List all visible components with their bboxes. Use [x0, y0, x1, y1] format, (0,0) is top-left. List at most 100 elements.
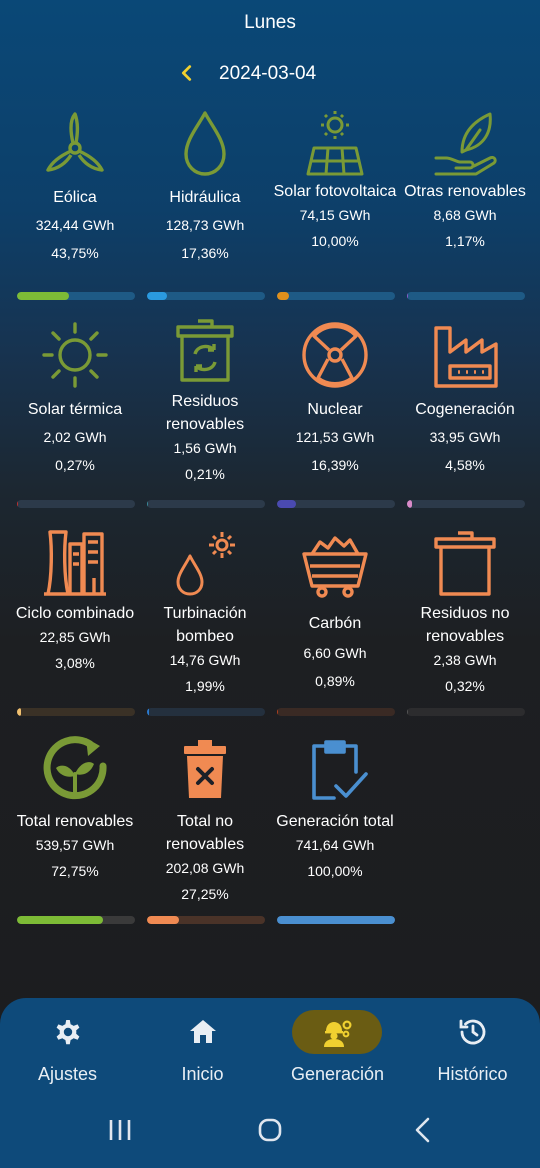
progress-fill: [277, 292, 289, 300]
coal-cart-icon: [302, 536, 368, 598]
tile-nuclear[interactable]: Nuclear 121,53 GWh 16,39%: [270, 320, 400, 473]
back-icon[interactable]: [404, 1110, 444, 1150]
tile-percent: 72,75%: [51, 863, 99, 879]
tile-value: 741,64 GWh: [295, 837, 375, 853]
tile-total-no-renovables[interactable]: Total no renovables 202,08 GWh 27,25%: [140, 736, 270, 902]
tile-eolica[interactable]: Eólica 324,44 GWh 43,75%: [10, 108, 140, 261]
tile-value: 8,68 GWh: [433, 207, 497, 223]
nav-label: Histórico: [437, 1064, 508, 1084]
water-drop-icon: [184, 111, 226, 176]
tile-percent: 27,25%: [181, 886, 229, 902]
tile-percent: 1,99%: [185, 678, 225, 694]
progress-bar-nuclear: [277, 500, 395, 508]
trash-x-icon: [184, 740, 226, 798]
nav-label: Inicio: [181, 1064, 224, 1084]
tile-hidraulica[interactable]: Hidráulica 128,73 GWh 17,36%: [140, 108, 270, 261]
tile-otras-renovables[interactable]: Otras renovables 8,68 GWh 1,17%: [400, 108, 530, 249]
progress-fill: [407, 500, 413, 508]
progress-bar-turbinacion-bombeo: [147, 708, 265, 716]
date-selector: 2024-03-04: [0, 60, 540, 88]
tile-name: Generación total: [276, 813, 394, 830]
progress-bar-ciclo-combinado: [17, 708, 135, 716]
solar-panel-icon: [306, 111, 364, 176]
nav-label: Ajustes: [37, 1064, 98, 1084]
tile-value: 22,85 GWh: [39, 629, 111, 645]
progress-fill: [407, 292, 409, 300]
tile-percent: 10,00%: [311, 233, 359, 249]
tile-value: 2,02 GWh: [43, 429, 107, 445]
progress-bar-hidraulica: [147, 292, 265, 300]
tile-turbinacion-bombeo[interactable]: Turbinación bombeo 14,76 GWh 1,99%: [140, 528, 270, 694]
tile-carbon[interactable]: Carbón 6,60 GWh 0,89%: [270, 528, 400, 689]
tile-name: Carbón: [308, 615, 362, 632]
tile-value: 1,56 GWh: [173, 440, 237, 456]
tile-name: Solar fotovoltaica: [273, 183, 397, 200]
progress-fill: [277, 708, 279, 716]
tile-percent: 1,17%: [445, 233, 485, 249]
tile-percent: 0,32%: [445, 678, 485, 694]
progress-fill: [147, 292, 168, 300]
nav-historico[interactable]: Histórico: [405, 1010, 540, 1090]
tile-residuos-renovables[interactable]: Residuos renovables 1,56 GWh 0,21%: [140, 316, 270, 482]
tile-total-renovables[interactable]: Total renovables 539,57 GWh 72,75%: [10, 736, 140, 879]
progress-bar-solar-fotovoltaica: [277, 292, 395, 300]
sun-icon: [42, 322, 108, 388]
power-plant-icon: [44, 530, 106, 596]
history-icon: [459, 1019, 485, 1045]
tile-residuos-no-renovables[interactable]: Residuos no renovables 2,38 GWh 0,32%: [400, 528, 530, 694]
recent-apps-icon[interactable]: [100, 1110, 140, 1150]
tile-value: 539,57 GWh: [35, 837, 115, 853]
tile-value: 202,08 GWh: [165, 860, 245, 876]
nav-inicio[interactable]: Inicio: [135, 1010, 270, 1090]
tile-name: Turbinación bombeo: [163, 605, 247, 645]
tile-solar-termica[interactable]: Solar térmica 2,02 GWh 0,27%: [10, 320, 140, 473]
tile-value: 121,53 GWh: [295, 429, 375, 445]
progress-fill: [277, 500, 297, 508]
leaf-hand-icon: [434, 112, 497, 176]
tile-name: Residuos no renovables: [420, 605, 510, 645]
progress-bar-solar-termica: [17, 500, 135, 508]
factory-icon: [434, 326, 498, 388]
home-circle-icon[interactable]: [250, 1110, 290, 1150]
tile-value: 74,15 GWh: [299, 207, 371, 223]
progress-fill: [147, 500, 149, 508]
tile-value: 14,76 GWh: [169, 652, 241, 668]
current-date: 2024-03-04: [219, 63, 317, 84]
recycle-bin-icon: [176, 319, 234, 382]
recycle-plant-icon: [43, 736, 107, 800]
drop-gear-icon: [176, 532, 235, 596]
clipboard-check-icon: [312, 740, 368, 800]
gear-icon: [56, 1020, 79, 1045]
nav-generacion[interactable]: Generación: [270, 1010, 405, 1090]
tile-percent: 4,58%: [445, 457, 485, 473]
tile-value: 128,73 GWh: [165, 217, 245, 233]
tile-name: Cogeneración: [415, 401, 515, 418]
tile-name: Total no renovables: [165, 813, 245, 853]
tile-name: Total renovables: [16, 813, 134, 830]
tile-name: Hidráulica: [169, 189, 241, 206]
tile-generacion-total[interactable]: Generación total 741,64 GWh 100,00%: [270, 736, 400, 879]
progress-fill: [147, 916, 180, 924]
tile-name: Eólica: [53, 189, 97, 206]
tile-solar-fotovoltaica[interactable]: Solar fotovoltaica 74,15 GWh 10,00%: [270, 108, 400, 249]
tile-percent: 0,27%: [55, 457, 95, 473]
tile-name: Otras renovables: [404, 183, 526, 200]
tile-percent: 0,21%: [185, 466, 225, 482]
tile-percent: 16,39%: [311, 457, 359, 473]
progress-fill: [17, 500, 19, 508]
home-icon: [189, 1020, 216, 1043]
tile-name: Nuclear: [307, 401, 363, 418]
progress-fill: [277, 916, 395, 924]
progress-bar-total-renovables: [17, 916, 135, 924]
tile-percent: 3,08%: [55, 655, 95, 671]
tile-value: 33,95 GWh: [429, 429, 501, 445]
nav-ajustes[interactable]: Ajustes: [0, 1010, 135, 1090]
progress-bar-residuos-renovables: [147, 500, 265, 508]
tile-ciclo-combinado[interactable]: Ciclo combinado 22,85 GWh 3,08%: [10, 528, 140, 671]
worker-gears-icon: [323, 1020, 352, 1047]
tile-cogeneracion[interactable]: Cogeneración 33,95 GWh 4,58%: [400, 320, 530, 473]
chevron-left-icon[interactable]: [176, 62, 198, 84]
tile-value: 324,44 GWh: [35, 217, 115, 233]
progress-bar-residuos-no-renovables: [407, 708, 525, 716]
tile-name: Residuos renovables: [165, 393, 245, 433]
